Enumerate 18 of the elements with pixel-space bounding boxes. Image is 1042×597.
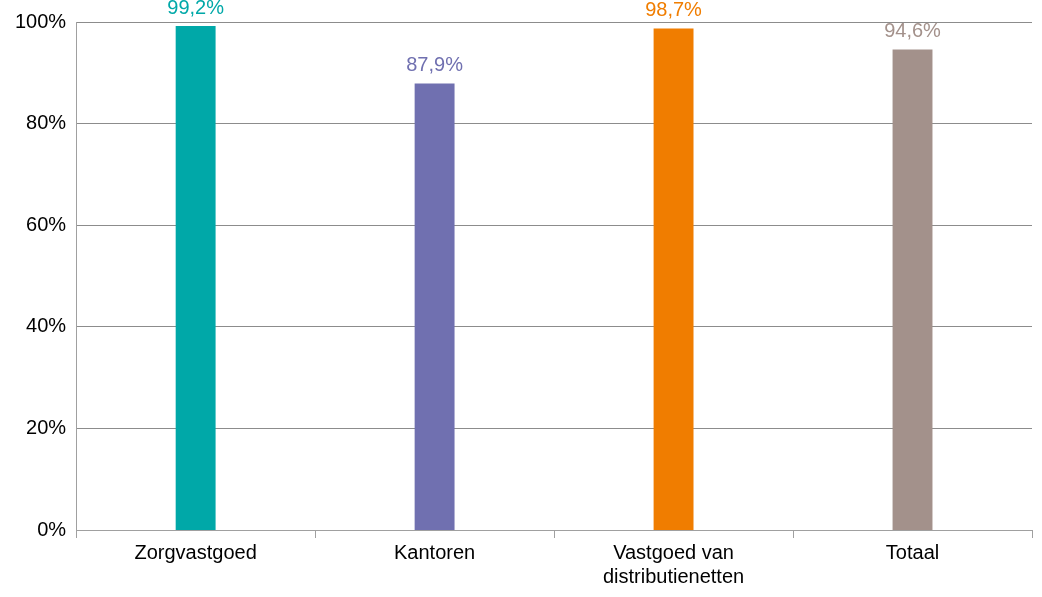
bar: [892, 49, 933, 530]
bar: [414, 83, 455, 530]
y-tick-label: 80%: [26, 111, 67, 134]
y-tick-label: 100%: [15, 9, 67, 32]
y-tick-label: 20%: [26, 415, 67, 438]
data-label: 99,2%: [167, 0, 225, 18]
y-tick-label: 60%: [26, 212, 67, 235]
data-label: 98,7%: [645, 0, 703, 21]
bar: [175, 26, 216, 530]
y-tick-label: 40%: [26, 314, 67, 337]
x-tick-label: Vastgoed van distributienetten: [602, 540, 745, 587]
x-tick-label: Totaal: [885, 540, 940, 563]
x-tick-label: Zorgvastgoed: [134, 540, 257, 563]
data-label: 94,6%: [884, 18, 942, 41]
data-label: 87,9%: [406, 52, 464, 75]
y-tick-label: 0%: [37, 517, 67, 540]
bar: [653, 28, 694, 530]
x-tick-label: Kantoren: [394, 540, 476, 563]
